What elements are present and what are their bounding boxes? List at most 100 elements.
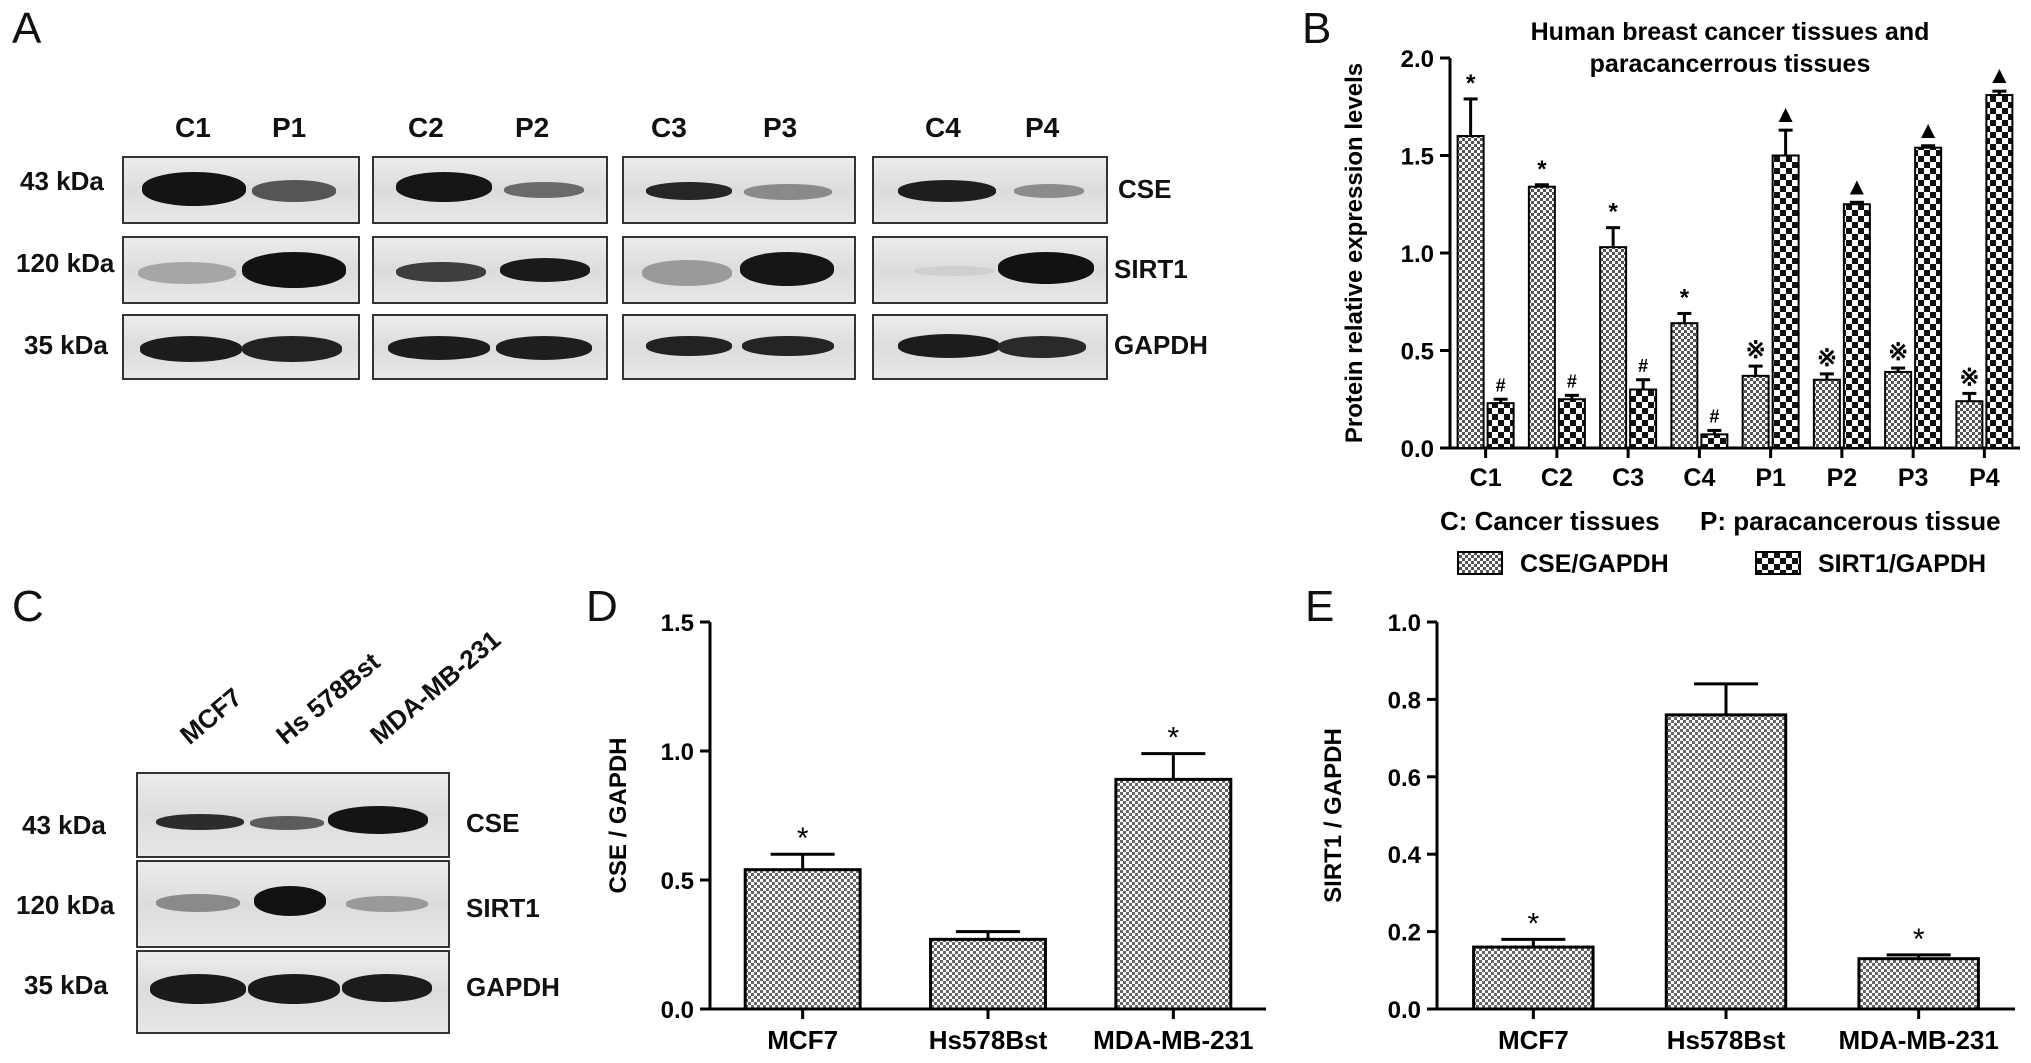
- bar: [1812, 378, 1841, 449]
- x-tick-label: P1: [1755, 464, 1786, 492]
- blot-a-gapdh-group-3: [622, 314, 856, 380]
- significance-mark: ※: [1817, 345, 1837, 372]
- panel-letter-e: E: [1305, 582, 1335, 631]
- band: [150, 974, 246, 1004]
- x-tick-label: MCF7: [1498, 1025, 1569, 1055]
- lane-label-c3: C3: [651, 112, 687, 143]
- mw-label-43: 43 kDa: [20, 166, 104, 196]
- lane-label-c4: C4: [925, 112, 961, 143]
- lane-label-p1: P1: [272, 112, 307, 143]
- blot-a-gapdh-group-2: [372, 314, 608, 380]
- significance-mark: ▲: [1774, 101, 1798, 128]
- y-tick-label: 0.5: [661, 868, 694, 895]
- significance-mark: ▲: [1845, 173, 1869, 200]
- y-tick-label: 1.5: [661, 610, 694, 637]
- lane-label-p2: P2: [515, 112, 550, 143]
- x-tick-label: C3: [1612, 464, 1644, 492]
- chart-title: paracancerrous tissues: [1590, 50, 1871, 78]
- lane-label-c1: C1: [175, 112, 211, 143]
- mw-label-43: 43 kDa: [22, 810, 106, 840]
- protein-label-gapdh: GAPDH: [1114, 330, 1208, 360]
- bar: [929, 937, 1047, 1011]
- y-tick-label: 0.0: [661, 997, 694, 1024]
- y-tick-label: 2.0: [1401, 46, 1434, 73]
- x-tick-label: MDA-MB-231: [1093, 1025, 1253, 1055]
- protein-label-cse: CSE: [466, 808, 520, 838]
- caption-right: P: paracancerous tissue: [1700, 506, 2001, 536]
- band: [254, 886, 326, 916]
- blot-a-sirt1-group-4: [872, 236, 1108, 304]
- significance-mark: #: [1709, 406, 1719, 426]
- blot-c-sirt1: [136, 860, 450, 948]
- chart-d: 0.0 0.5 1.0 1.5 CSE / GAPDH MCF7 * Hs578Bst MDA-…: [605, 610, 1266, 1055]
- legend-label-sirt1: SIRT1/GAPDH: [1818, 550, 1986, 578]
- blot-a-cse-group-3: [622, 156, 856, 224]
- significance-mark: *: [1680, 284, 1690, 311]
- bar: [1771, 154, 1800, 449]
- bar: [1486, 402, 1515, 449]
- x-tick-label: C2: [1541, 464, 1573, 492]
- blot-a-sirt1-group-3: [622, 236, 856, 304]
- x-tick-label: Hs578Bst: [1667, 1025, 1786, 1055]
- significance-mark: ▲: [1987, 62, 2011, 89]
- panel-letter-b: B: [1302, 4, 1332, 53]
- significance-mark: *: [1527, 907, 1539, 940]
- y-tick-label: 0.0: [1401, 436, 1434, 463]
- chart-title: Human breast cancer tissues and: [1531, 18, 1930, 46]
- protein-label-sirt1: SIRT1: [466, 893, 540, 923]
- significance-mark: *: [1913, 923, 1925, 956]
- band: [242, 336, 342, 362]
- significance-mark: *: [1167, 722, 1179, 755]
- significance-mark: *: [1608, 199, 1618, 226]
- lane-label-c2: C2: [408, 112, 444, 143]
- bar: [1114, 777, 1233, 1011]
- significance-mark: ※: [1959, 364, 1979, 391]
- significance-mark: ※: [1888, 339, 1908, 366]
- y-tick-label: 0.0: [1388, 997, 1421, 1024]
- x-tick-label: C1: [1470, 464, 1502, 492]
- y-axis-label: CSE / GAPDH: [605, 737, 632, 893]
- x-tick-label: P3: [1898, 464, 1929, 492]
- chart-e: 0.0 0.2 0.4 0.6 0.8 1.0 SIRT1 / GAPDH MCF7 * Hs57…: [1320, 610, 2015, 1055]
- x-tick-label: P2: [1827, 464, 1858, 492]
- band: [142, 172, 246, 206]
- y-tick-label: 0.2: [1388, 920, 1421, 947]
- y-tick-label: 1.0: [661, 739, 694, 766]
- significance-mark: #: [1496, 375, 1506, 395]
- band: [742, 336, 834, 356]
- y-tick-label: 0.6: [1388, 765, 1421, 792]
- bar: [1857, 957, 1980, 1011]
- caption-left: C: Cancer tissues: [1440, 506, 1660, 536]
- blot-a-gapdh-group-4: [872, 314, 1108, 380]
- bar: [1985, 94, 2014, 450]
- band: [898, 180, 996, 202]
- band: [388, 336, 490, 360]
- bar: [1456, 135, 1485, 449]
- panel-letter-a: A: [12, 4, 42, 53]
- band: [500, 258, 590, 282]
- y-tick-label: 1.5: [1401, 144, 1434, 171]
- mw-label-120: 120 kDa: [16, 248, 115, 278]
- significance-mark: #: [1638, 356, 1648, 376]
- lane-label-p3: P3: [763, 112, 798, 143]
- band: [248, 974, 340, 1004]
- band: [898, 334, 1000, 358]
- legend-label-cse: CSE/GAPDH: [1520, 550, 1669, 578]
- bar: [1741, 374, 1770, 450]
- x-tick-label: P4: [1969, 464, 2000, 492]
- bar: [1670, 322, 1699, 450]
- band: [342, 974, 432, 1002]
- blot-a-cse-group-2: [372, 156, 608, 224]
- band: [138, 262, 236, 284]
- band: [496, 336, 592, 360]
- lane-label-hs578bst: Hs 578Bst: [270, 646, 386, 751]
- significance-mark: *: [797, 822, 809, 855]
- y-tick-label: 0.4: [1388, 842, 1422, 869]
- band: [504, 182, 584, 198]
- y-tick-label: 1.0: [1388, 610, 1421, 637]
- mw-label-35: 35 kDa: [24, 970, 108, 1000]
- significance-mark: ※: [1746, 337, 1766, 364]
- band: [1014, 184, 1084, 198]
- blot-c-cse: [136, 772, 450, 858]
- band: [740, 252, 834, 286]
